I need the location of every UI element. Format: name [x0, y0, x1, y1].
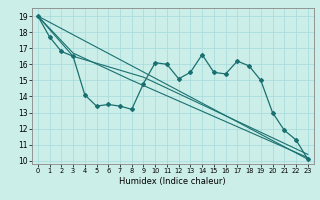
- X-axis label: Humidex (Indice chaleur): Humidex (Indice chaleur): [119, 177, 226, 186]
